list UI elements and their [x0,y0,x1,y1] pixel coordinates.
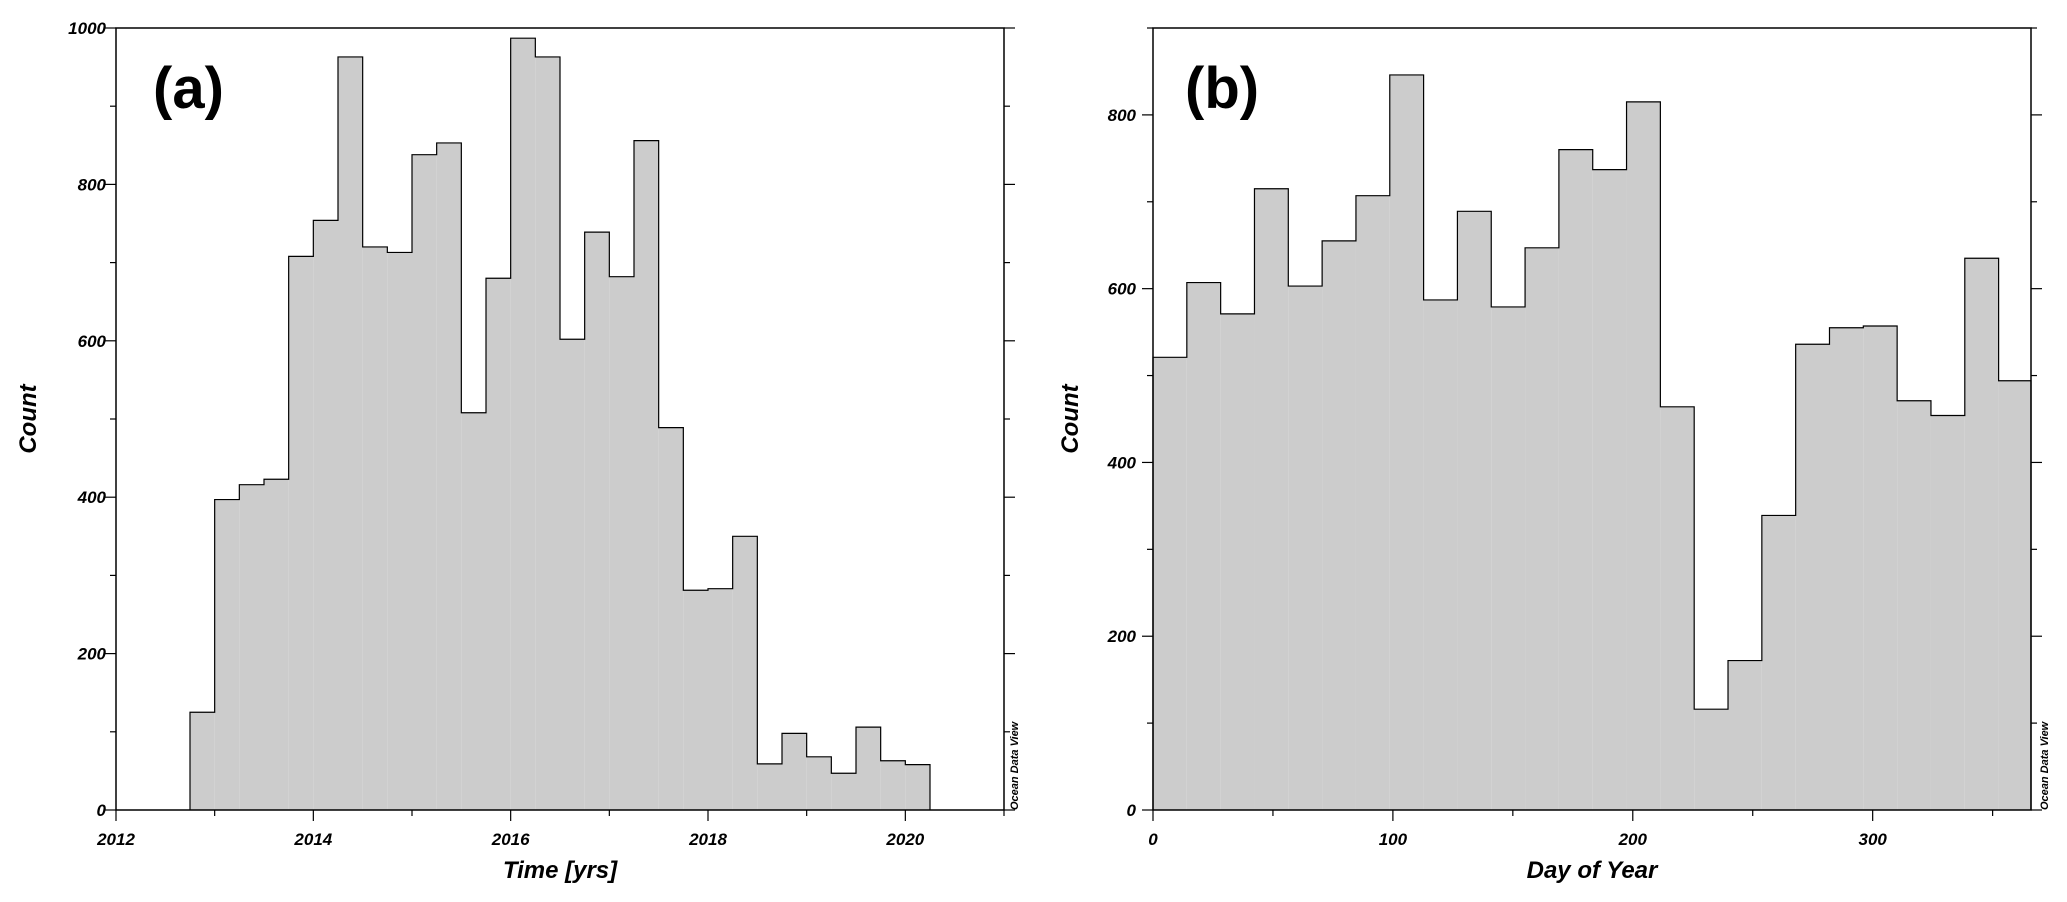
histogram-bar [535,56,560,810]
histogram-bars [1153,74,2031,811]
histogram-bar [1322,240,1356,810]
panel-label: (a) [153,56,224,121]
histogram-bar [683,590,708,810]
plot-frame [1152,27,2032,811]
histogram-bar [732,536,758,810]
x-tick-label: 200 [1618,830,1648,849]
x-tick-label: 300 [1858,830,1887,849]
y-tick-label: 400 [1107,453,1137,472]
histogram-bar [436,142,462,811]
histogram-bar [313,220,338,810]
histogram-bar [1220,313,1255,810]
y-tick-label: 200 [77,645,107,664]
histogram-bars [190,38,930,811]
histogram-bar [288,256,314,810]
histogram-bar [1761,515,1796,810]
histogram-bar [338,56,363,810]
x-tick-label: 2014 [293,830,332,849]
histogram-bar [1525,247,1559,811]
histogram-bar [1694,709,1729,810]
histogram-bar [1728,660,1762,810]
x-tick-label: 100 [1379,830,1408,849]
y-tick-label: 800 [1108,106,1137,125]
histogram-bar [806,756,832,810]
histogram-bar [362,246,388,810]
histogram-bar [609,276,634,810]
histogram-panel-b: 0 200 400 600 800 0 100 200 300 Day of Year Count (… [1057,27,2051,884]
histogram-bar [1897,400,1931,810]
histogram-bar [1795,344,1830,810]
y-tick-label: 600 [1108,280,1137,299]
histogram-outline [1152,74,2032,810]
x-axis-title: Day of Year [1527,857,1659,884]
histogram-bar [1829,327,1864,810]
histogram-bar [856,727,881,810]
histogram-bar [880,760,906,810]
histogram-bar [1423,299,1458,810]
histogram-bar [1186,282,1221,810]
histogram-bar [634,140,659,810]
y-tick-label: 200 [1107,627,1137,646]
histogram-outline [189,37,931,810]
histogram-bar [1254,188,1289,810]
ocean-data-view-watermark: Ocean Data View [1009,720,1021,810]
histogram-bar [584,232,610,811]
y-axis-title: Count [1057,383,1084,453]
histogram-bar [1153,357,1187,810]
histogram-bar [1389,74,1424,811]
histogram-bar [510,38,536,810]
x-tick-label: 0 [1148,830,1158,849]
x-tick-label: 2018 [688,830,727,849]
y-axis-title: Count [15,383,42,453]
y-tick-label: 0 [97,801,107,820]
ocean-data-view-watermark: Ocean Data View [2039,720,2051,810]
histogram-bar [831,773,856,810]
histogram-bar [1288,286,1323,810]
histogram-bar [560,339,585,810]
x-tick-label: 2012 [96,830,135,849]
histogram-bar [387,252,412,810]
y-tick-label: 800 [78,175,107,194]
histogram-panel-a: 0 200 400 600 800 1000 2012 2014 2016 2018 2020 Tim… [15,19,1021,884]
y-tick-label: 0 [1127,801,1137,820]
histogram-bar [214,499,240,810]
x-axis-title: Time [yrs] [503,857,618,884]
x-tick-label: 2020 [885,830,924,849]
histogram-bar [1626,101,1661,811]
histogram-bar [1491,306,1526,810]
panel-label: (b) [1185,56,1259,121]
histogram-bar [708,588,733,810]
histogram-bar [1998,380,2031,810]
histogram-bar [757,763,782,810]
histogram-bar [264,479,289,810]
histogram-bar [239,484,264,810]
histogram-bar [1863,326,1898,810]
histogram-bar [1355,195,1390,810]
y-tick-label: 1000 [68,19,106,38]
histogram-bar [1930,415,1965,810]
histogram-bar [782,733,807,810]
y-tick-label: 600 [78,332,107,351]
histogram-bar [1558,149,1593,811]
histogram-bar [1964,258,1999,810]
histogram-bar [1592,169,1627,810]
histogram-bar [461,412,486,810]
y-tick-label: 400 [77,488,107,507]
histogram-bar [1457,211,1492,810]
histogram-bar [905,764,930,810]
histogram-bar [1660,406,1695,810]
histogram-bar [486,278,511,810]
histogram-bar [412,154,437,810]
histogram-bar [190,712,215,810]
histogram-bar [658,427,684,810]
x-tick-label: 2016 [491,830,530,849]
